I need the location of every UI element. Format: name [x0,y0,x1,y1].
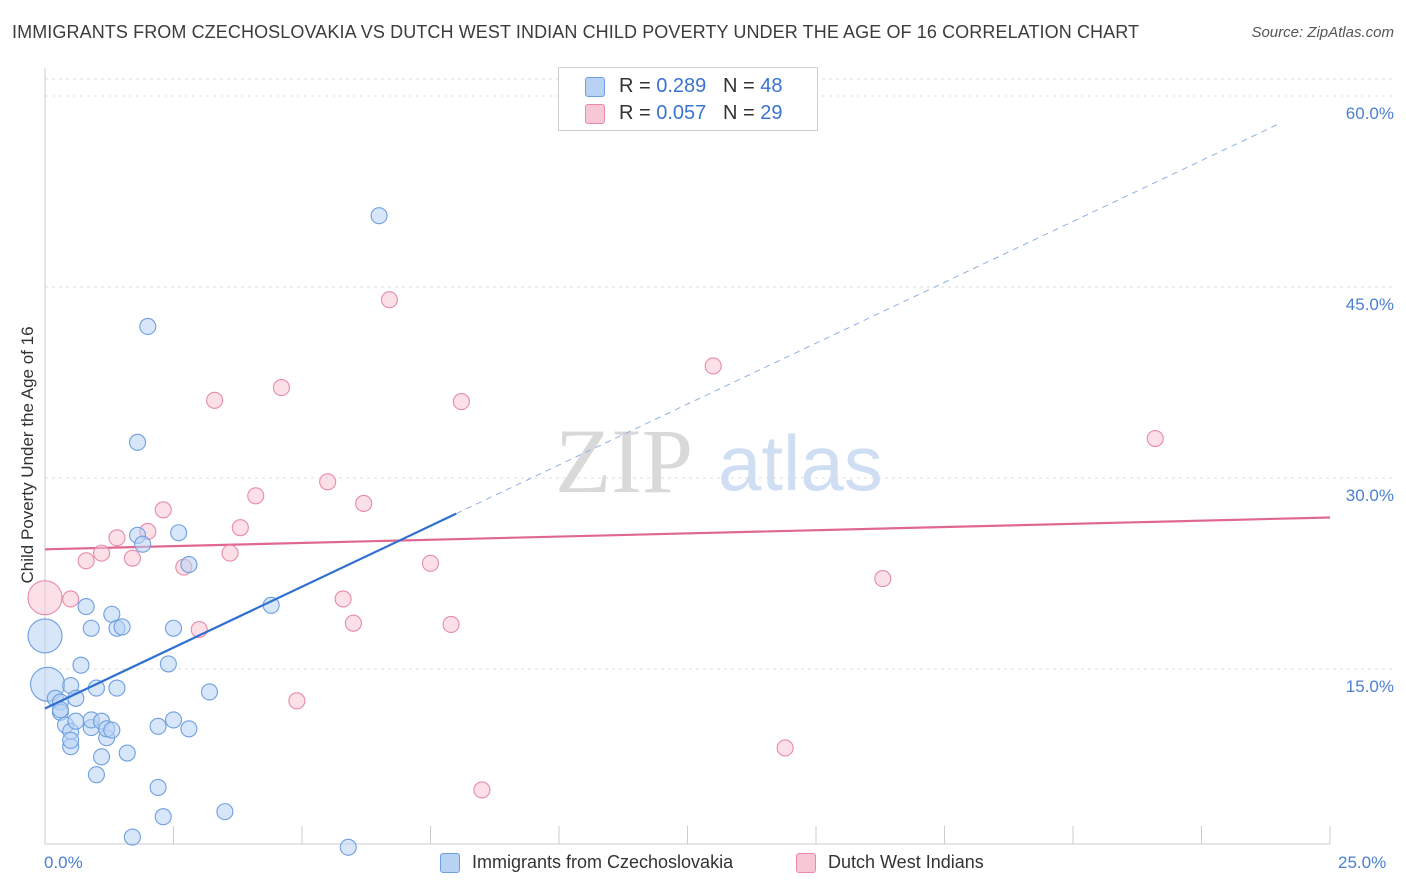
point-czechoslovakia [134,535,152,553]
point-czechoslovakia [216,803,234,821]
trend-dutch-west-indians [44,516,1331,551]
point-dutch-west-indians [442,615,460,633]
point-czechoslovakia [67,712,85,730]
point-czechoslovakia [180,556,198,574]
gridlines [45,78,1392,670]
point-dutch-west-indians [355,494,373,513]
point-dutch-west-indians [206,391,224,409]
point-dutch-west-indians [874,570,892,588]
point-dutch-west-indians [344,614,362,632]
point-dutch-west-indians [108,529,126,547]
point-dutch-west-indians [154,501,172,519]
point-dutch-west-indians [380,291,398,309]
point-czechoslovakia [62,731,80,749]
point-dutch-west-indians [1146,429,1164,448]
r-value-dutch-west-indians: 0.057 [656,102,707,124]
point-dutch-west-indians [776,739,794,757]
x-tick-max: 25.0% [1338,853,1387,872]
point-dutch-west-indians [288,692,306,710]
point-czechoslovakia [370,207,388,225]
r-label: R = [619,75,651,97]
y-tick-label: 30.0% [1345,486,1394,505]
point-czechoslovakia [170,524,188,542]
point-czechoslovakia [139,317,157,336]
point-czechoslovakia [77,598,95,616]
point-czechoslovakia [108,679,126,697]
y-tick-label: 45.0% [1345,295,1394,314]
point-czechoslovakia [164,619,183,637]
legend-swatch-pink [585,104,605,124]
point-dutch-west-indians [62,590,80,608]
point-dutch-west-indians [27,580,63,616]
point-dutch-west-indians [452,393,470,411]
series-czechoslovakia [27,207,457,856]
point-dutch-west-indians [421,554,440,572]
point-czechoslovakia [123,828,141,846]
trend-czechoslovakia [44,512,457,710]
n-label: N = [722,75,755,97]
point-dutch-west-indians [704,357,722,375]
point-dutch-west-indians [77,552,95,570]
point-czechoslovakia [164,711,183,729]
point-czechoslovakia [87,766,105,784]
point-dutch-west-indians [92,544,111,562]
point-czechoslovakia [180,720,198,738]
point-dutch-west-indians [272,379,290,397]
point-dutch-west-indians [319,473,337,491]
axes [44,68,1331,845]
source-label: Source: ZipAtlas.com [1251,24,1394,41]
point-czechoslovakia [149,778,167,796]
trend-czechoslovakia-extrapolated [455,123,1279,515]
chart-title: IMMIGRANTS FROM CZECHOSLOVAKIA VS DUTCH … [12,22,1140,42]
correlation-legend: R = 0.289 N = 48 R = 0.057 N = 29 [558,67,818,131]
y-tick-label: 60.0% [1345,104,1394,123]
point-dutch-west-indians [334,590,352,608]
n-value-czechoslovakia: 48 [760,75,783,97]
y-axis-title: Child Poverty Under the Age of 16 [18,326,37,584]
point-dutch-west-indians [123,549,141,567]
legend-label-czechoslovakia: Immigrants from Czechoslovakia [472,852,734,872]
watermark-zip: ZIP [555,410,693,512]
point-dutch-west-indians [247,487,265,505]
point-czechoslovakia [200,683,219,701]
n-value-dutch-west-indians: 29 [760,102,783,124]
point-dutch-west-indians [221,544,239,562]
point-czechoslovakia [92,748,111,766]
legend-swatch-pink [796,853,816,873]
point-czechoslovakia [154,808,172,826]
watermark-atlas: atlas [718,419,883,507]
watermark: ZIP atlas [555,410,883,512]
trend-lines [44,123,1331,551]
point-czechoslovakia [103,721,121,739]
point-dutch-west-indians [231,519,249,537]
point-czechoslovakia [27,618,63,654]
r-value-czechoslovakia: 0.289 [656,75,707,97]
n-label: N = [722,102,755,124]
legend-swatch-blue [585,77,605,97]
point-czechoslovakia [82,619,100,637]
point-czechoslovakia [113,618,131,636]
point-czechoslovakia [118,744,136,762]
point-czechoslovakia [149,717,167,735]
point-dutch-west-indians [473,781,491,799]
r-label: R = [619,102,651,124]
point-czechoslovakia [159,655,177,673]
point-czechoslovakia [128,433,147,451]
legend-swatch-blue [440,853,460,873]
point-czechoslovakia [339,838,357,856]
y-tick-label: 15.0% [1345,677,1394,696]
x-tick-min: 0.0% [44,853,83,872]
legend-label-dutch-west-indians: Dutch West Indians [828,852,984,872]
point-czechoslovakia [72,656,90,674]
